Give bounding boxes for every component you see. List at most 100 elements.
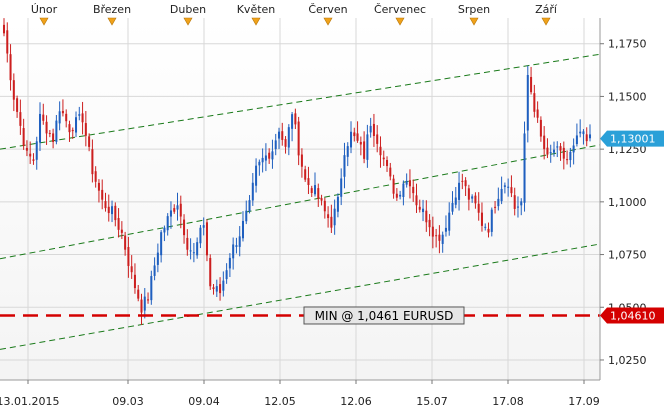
candle-body-130 xyxy=(428,219,431,228)
candle-16 xyxy=(55,115,58,145)
candle-body-75 xyxy=(248,200,251,212)
candle-52 xyxy=(173,204,176,214)
x-tick-label-1: 09.03 xyxy=(112,395,144,408)
candle-body-19 xyxy=(65,113,68,122)
candle-body-15 xyxy=(52,133,55,142)
candle-body-105 xyxy=(346,146,349,157)
candle-152 xyxy=(500,176,503,205)
candle-149 xyxy=(490,207,493,237)
candle-65 xyxy=(215,279,218,297)
candle-body-141 xyxy=(464,180,467,187)
candle-8 xyxy=(29,141,32,164)
candle-body-154 xyxy=(507,186,510,188)
candle-body-109 xyxy=(359,141,362,145)
candle-100 xyxy=(330,204,333,233)
candle-15 xyxy=(52,128,55,149)
candle-118 xyxy=(389,162,392,181)
candle-body-45 xyxy=(150,276,153,301)
candle-body-59 xyxy=(196,242,199,256)
candle-107 xyxy=(353,127,356,142)
y-tick-label-3: 1,1000 xyxy=(608,196,647,209)
candle-148 xyxy=(487,222,490,238)
candle-124 xyxy=(408,169,411,199)
candle-body-0 xyxy=(2,24,6,34)
candle-body-129 xyxy=(425,210,428,223)
candle-body-5 xyxy=(19,112,22,126)
month-marker-icon-1 xyxy=(107,17,117,26)
candle-body-157 xyxy=(516,206,519,208)
candle-128 xyxy=(422,199,425,222)
candle-body-115 xyxy=(379,146,382,156)
candle-119 xyxy=(392,174,395,199)
candle-body-146 xyxy=(480,212,483,226)
month-label-1: Březen xyxy=(93,3,131,16)
candle-158 xyxy=(520,198,523,216)
candle-114 xyxy=(376,125,379,153)
candle-body-132 xyxy=(435,235,438,237)
candle-98 xyxy=(323,197,326,219)
candle-2 xyxy=(9,44,12,91)
candle-84 xyxy=(277,127,281,150)
candle-20 xyxy=(68,120,71,142)
candle-44 xyxy=(147,292,150,304)
candle-body-92 xyxy=(304,169,307,180)
candle-body-56 xyxy=(186,237,189,250)
channel-upper xyxy=(0,53,601,150)
candle-63 xyxy=(209,254,212,290)
candle-78 xyxy=(258,159,261,176)
candle-146 xyxy=(480,202,483,232)
candle-body-18 xyxy=(61,110,64,114)
candle-58 xyxy=(192,242,195,263)
candle-body-68 xyxy=(225,270,228,280)
candle-body-51 xyxy=(169,210,172,217)
candle-131 xyxy=(431,216,434,249)
candle-6 xyxy=(22,118,25,150)
month-marker-icon-7 xyxy=(541,17,551,26)
candle-body-97 xyxy=(320,198,323,201)
candle-178 xyxy=(585,127,588,147)
candle-116 xyxy=(382,150,385,166)
candle-body-159 xyxy=(523,133,526,203)
candle-body-6 xyxy=(22,128,25,147)
candle-body-82 xyxy=(271,151,274,160)
candle-body-81 xyxy=(268,152,271,159)
candle-body-33 xyxy=(111,206,114,215)
candle-body-142 xyxy=(467,188,470,200)
candle-body-16 xyxy=(55,120,58,142)
candle-46 xyxy=(153,257,156,281)
candle-137 xyxy=(451,191,454,215)
candle-body-28 xyxy=(94,171,97,182)
candle-body-158 xyxy=(520,201,523,206)
min-annotation: MIN @ 1,0461 EURUSD xyxy=(315,309,454,323)
candle-42 xyxy=(140,293,143,325)
candle-body-134 xyxy=(441,234,444,244)
candle-169 xyxy=(556,141,559,158)
candle-body-58 xyxy=(192,252,195,254)
candle-body-156 xyxy=(513,195,516,209)
x-tick-label-5: 15.07 xyxy=(416,395,448,408)
candle-body-12 xyxy=(42,114,45,121)
candle-93 xyxy=(307,166,310,195)
x-tick-label-7: 17.09 xyxy=(568,395,600,408)
candle-24 xyxy=(81,101,84,135)
candle-body-60 xyxy=(199,227,202,244)
candle-body-83 xyxy=(274,140,277,150)
candle-39 xyxy=(130,255,133,279)
candle-134 xyxy=(441,231,444,253)
candle-88 xyxy=(291,111,294,142)
candle-body-1 xyxy=(6,30,9,54)
candle-body-155 xyxy=(510,187,513,194)
candle-143 xyxy=(471,194,474,203)
candle-69 xyxy=(228,253,231,278)
candle-61 xyxy=(202,217,205,236)
candle-45 xyxy=(150,270,153,305)
candle-body-61 xyxy=(202,225,205,228)
candle-body-41 xyxy=(137,289,140,299)
candle-106 xyxy=(350,121,353,154)
candle-174 xyxy=(572,138,575,165)
candle-21 xyxy=(71,127,74,139)
candle-132 xyxy=(435,228,438,248)
candle-body-138 xyxy=(454,197,457,205)
candle-96 xyxy=(317,183,320,207)
candle-body-121 xyxy=(399,194,402,197)
